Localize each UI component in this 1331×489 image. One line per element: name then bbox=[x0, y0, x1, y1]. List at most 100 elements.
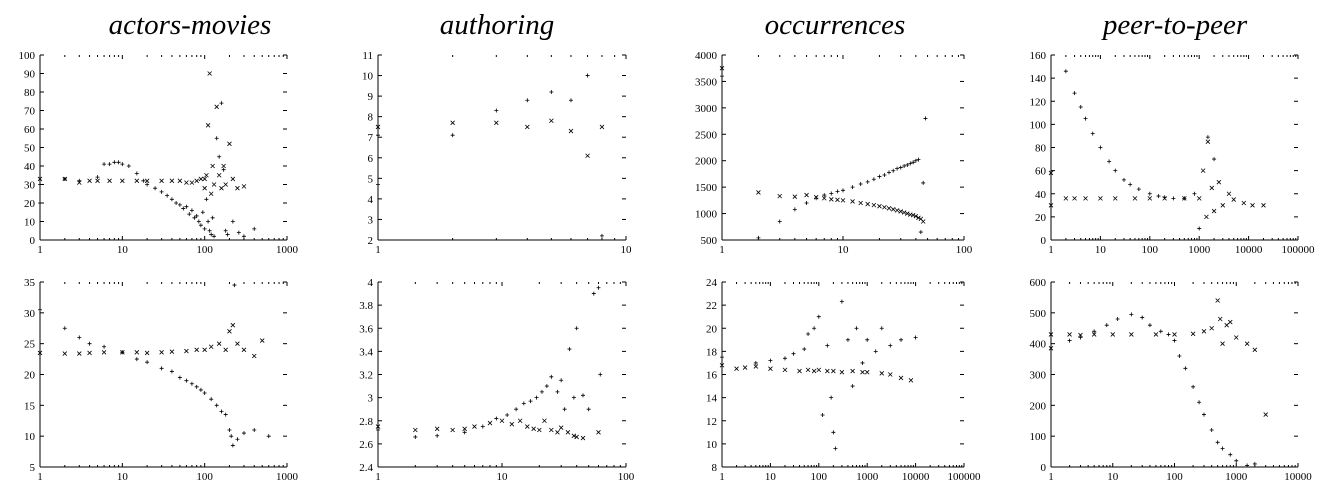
data-point bbox=[202, 391, 207, 395]
data-point bbox=[208, 344, 214, 350]
data-point bbox=[472, 424, 477, 429]
occurrences-bottom-panel: 1 10 100 1000 10000 100000 8 10 12 14 16 18 20 22 24 bbox=[706, 277, 981, 483]
data-point bbox=[599, 233, 604, 238]
data-point bbox=[871, 202, 877, 208]
data-point bbox=[241, 431, 246, 436]
data-point bbox=[854, 326, 859, 331]
data-point bbox=[905, 162, 910, 167]
data-point bbox=[908, 377, 914, 383]
data-point bbox=[1067, 338, 1072, 343]
y-tick-label: 3000 bbox=[695, 103, 718, 115]
data-point bbox=[1244, 341, 1250, 346]
y-tick-label: 12 bbox=[706, 416, 717, 428]
data-point bbox=[1092, 329, 1097, 334]
data-point bbox=[1263, 412, 1268, 417]
data-point bbox=[184, 378, 189, 383]
data-point bbox=[194, 213, 199, 218]
data-point bbox=[450, 427, 455, 433]
y-tick-label: 3.4 bbox=[359, 346, 373, 358]
data-point bbox=[159, 189, 164, 194]
data-point bbox=[462, 426, 467, 432]
y-tick-label: 0 bbox=[1041, 235, 1047, 247]
actors-movies-top-panel: 1 10 100 1000 0 10 20 30 40 50 60 70 80 90 100 bbox=[19, 50, 299, 256]
data-point bbox=[1201, 329, 1207, 334]
series-plus bbox=[38, 283, 271, 448]
data-point bbox=[585, 73, 590, 78]
y-tick-label: 80 bbox=[24, 87, 36, 99]
data-point bbox=[435, 433, 440, 438]
data-point bbox=[555, 430, 560, 435]
data-point bbox=[77, 335, 82, 340]
data-point bbox=[567, 347, 572, 352]
data-point bbox=[227, 141, 232, 147]
data-point bbox=[434, 426, 440, 432]
data-point bbox=[598, 372, 603, 377]
data-point bbox=[913, 158, 918, 163]
x-tick-label: 100 bbox=[956, 244, 973, 256]
data-point bbox=[753, 364, 759, 369]
data-point bbox=[1136, 187, 1141, 192]
data-point bbox=[850, 199, 855, 204]
data-point bbox=[376, 428, 380, 432]
data-point bbox=[266, 434, 271, 439]
data-point bbox=[1217, 316, 1223, 322]
data-point bbox=[1234, 458, 1239, 463]
data-point bbox=[1224, 322, 1229, 328]
data-point bbox=[134, 357, 139, 362]
data-point bbox=[1190, 331, 1196, 337]
data-point bbox=[217, 154, 222, 159]
data-point bbox=[375, 424, 381, 429]
y-tick-label: 20 bbox=[1035, 212, 1047, 224]
data-point bbox=[1153, 332, 1159, 337]
data-point bbox=[62, 176, 67, 181]
data-point bbox=[829, 191, 834, 196]
x-tick-label: 100000 bbox=[948, 471, 982, 483]
data-point bbox=[1220, 203, 1226, 208]
data-point bbox=[782, 356, 787, 361]
data-point bbox=[1078, 332, 1083, 338]
data-point bbox=[742, 365, 748, 370]
data-point bbox=[873, 349, 878, 354]
data-point bbox=[1158, 329, 1163, 334]
data-point bbox=[214, 104, 219, 110]
data-point bbox=[450, 133, 455, 138]
data-point bbox=[230, 219, 235, 224]
data-point bbox=[860, 369, 865, 375]
data-point bbox=[204, 197, 209, 202]
series-cross bbox=[719, 362, 914, 383]
data-point bbox=[187, 212, 192, 217]
y-tick-label: 20 bbox=[24, 198, 36, 210]
data-point bbox=[236, 230, 241, 235]
y-tick-label: 2500 bbox=[695, 129, 718, 141]
y-tick-label: 50 bbox=[24, 143, 36, 155]
y-tick-label: 3 bbox=[368, 393, 374, 405]
data-point bbox=[1083, 116, 1088, 121]
data-point bbox=[223, 347, 228, 353]
data-point bbox=[1205, 139, 1211, 145]
data-point bbox=[596, 285, 601, 290]
x-tick-label: 1000 bbox=[1188, 244, 1211, 256]
data-point bbox=[141, 178, 146, 183]
x-tick-label: 10 bbox=[838, 244, 850, 256]
data-point bbox=[494, 416, 499, 421]
data-point bbox=[1147, 196, 1153, 201]
y-tick-label: 5 bbox=[30, 462, 36, 474]
data-point bbox=[505, 412, 510, 417]
data-point bbox=[888, 372, 893, 377]
data-point bbox=[230, 176, 236, 182]
data-point bbox=[189, 208, 194, 213]
data-point bbox=[1171, 196, 1176, 201]
data-point bbox=[835, 189, 840, 194]
data-point bbox=[1231, 197, 1237, 202]
data-point bbox=[571, 433, 577, 439]
y-tick-label: 400 bbox=[1030, 339, 1047, 351]
y-tick-label: 30 bbox=[24, 308, 36, 320]
data-point bbox=[850, 384, 855, 389]
data-point bbox=[882, 172, 887, 177]
data-point bbox=[734, 366, 739, 372]
data-point bbox=[910, 212, 916, 218]
data-point bbox=[102, 344, 107, 349]
data-point bbox=[531, 426, 536, 432]
data-point bbox=[816, 367, 822, 373]
data-point bbox=[200, 210, 205, 215]
